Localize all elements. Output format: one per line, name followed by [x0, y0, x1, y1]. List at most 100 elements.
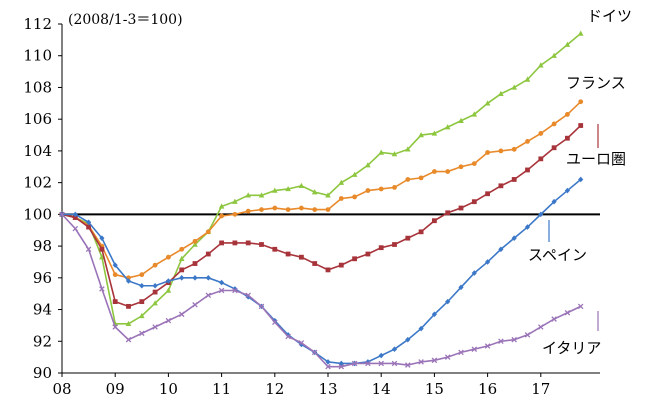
data-point: [325, 192, 331, 198]
data-point: [285, 251, 291, 257]
data-point: [152, 324, 158, 330]
data-point: [538, 211, 544, 218]
data-point: [378, 360, 384, 367]
data-point: [565, 112, 570, 117]
x-tick-label: 16: [478, 380, 497, 398]
series-line: [61, 101, 582, 279]
data-point: [192, 238, 198, 244]
data-point: [245, 294, 251, 300]
data-point: [165, 287, 172, 293]
data-point: [338, 262, 344, 268]
data-point: [445, 169, 451, 174]
data-point: [219, 279, 225, 286]
data-point: [432, 218, 437, 224]
x-tick-label: 08: [52, 380, 71, 398]
series-line: [62, 178, 582, 365]
data-point: [365, 360, 371, 367]
series-label: イタリア: [542, 339, 601, 357]
data-point: [418, 132, 424, 138]
data-point: [524, 332, 531, 338]
x-tick-label: 09: [106, 380, 125, 398]
data-point: [391, 346, 398, 353]
data-point: [325, 359, 331, 365]
data-point: [484, 100, 491, 106]
data-point: [392, 184, 397, 190]
data-point: [511, 84, 517, 90]
data-point: [578, 99, 584, 105]
series-circle: [59, 99, 584, 281]
data-point: [72, 215, 78, 220]
data-point: [365, 359, 371, 365]
series-line: [61, 213, 582, 368]
data-point: [219, 213, 225, 219]
data-point: [285, 185, 291, 192]
data-point: [285, 333, 291, 340]
data-point: [524, 76, 531, 82]
data-point: [378, 352, 384, 359]
data-point: [192, 302, 198, 308]
data-point: [418, 229, 424, 235]
data-point: [232, 211, 238, 217]
data-point: [152, 300, 158, 306]
data-point: [152, 262, 158, 268]
data-point: [471, 199, 477, 205]
data-point: [551, 316, 557, 322]
series-diamond: [59, 176, 584, 367]
data-point: [551, 145, 557, 151]
data-point: [59, 211, 65, 218]
data-point: [219, 240, 224, 246]
data-point: [511, 336, 517, 343]
data-point: [179, 246, 185, 252]
data-point: [445, 210, 451, 216]
y-tick-label: 90: [33, 364, 52, 382]
data-point: [312, 261, 318, 266]
data-point: [298, 182, 305, 189]
data-point: [471, 111, 478, 117]
data-point: [564, 309, 571, 316]
data-point: [525, 167, 530, 173]
data-point: [165, 317, 172, 324]
data-point: [431, 357, 438, 364]
data-point: [352, 194, 357, 200]
data-point: [471, 270, 477, 276]
x-tick-label: 17: [531, 380, 550, 398]
x-axis: 08 09 10 11 12 13 14 15 16 17: [52, 372, 600, 398]
data-point: [311, 189, 318, 195]
data-point: [351, 360, 358, 367]
y-axis: 90 92 94 96 98 100 102 104 106 108 110 112: [23, 15, 63, 382]
data-point: [218, 287, 225, 294]
data-point: [139, 272, 145, 278]
y-tick-label: 102: [23, 174, 52, 192]
data-point: [405, 336, 411, 343]
data-point: [378, 149, 384, 155]
x-tick-label: 14: [372, 380, 391, 398]
y-tick-label: 112: [23, 15, 52, 33]
data-point: [498, 183, 504, 189]
data-point: [511, 235, 517, 241]
data-point: [205, 292, 212, 299]
series-x: [59, 211, 584, 370]
data-point: [232, 240, 238, 246]
data-point: [99, 235, 105, 241]
data-point: [99, 246, 105, 252]
data-point: [458, 164, 464, 170]
data-point: [444, 354, 451, 360]
data-point: [259, 207, 264, 213]
data-point: [258, 303, 265, 310]
data-point: [285, 332, 291, 338]
series-label: ドイツ: [587, 7, 632, 25]
data-point: [418, 175, 424, 181]
data-point: [511, 146, 517, 152]
data-point: [431, 130, 438, 136]
series-label: スペイン: [528, 246, 587, 264]
data-point: [298, 341, 304, 348]
y-tick-label: 106: [23, 110, 52, 128]
data-point: [86, 219, 92, 226]
x-tick-label: 10: [159, 380, 178, 398]
data-point: [112, 262, 118, 268]
data-point: [445, 298, 451, 305]
data-point: [471, 161, 477, 167]
data-point: [405, 177, 411, 182]
data-point: [538, 324, 544, 330]
series-line: [61, 32, 582, 325]
